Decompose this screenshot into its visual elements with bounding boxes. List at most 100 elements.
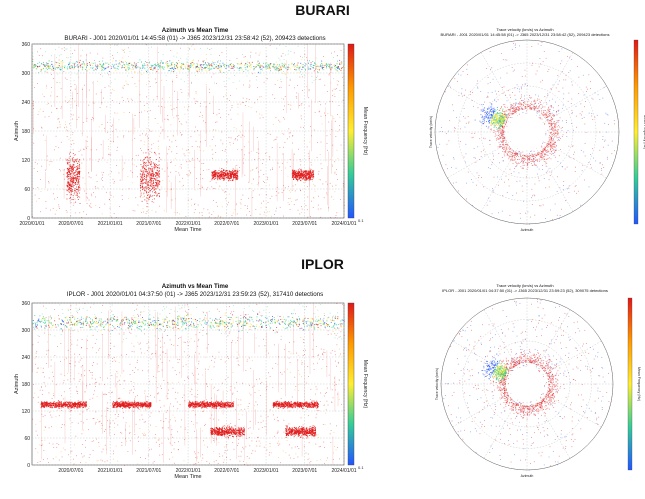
data-point [201,185,202,187]
data-point [67,185,69,186]
data-point [75,184,77,185]
data-point [113,90,115,92]
data-point [461,92,463,94]
data-point [220,67,222,69]
data-point [58,59,60,61]
data-point [169,60,171,62]
data-point [199,111,201,113]
data-point [156,183,158,185]
data-point [498,142,500,144]
data-point [292,134,294,136]
data-point [279,121,281,123]
data-point [298,105,300,106]
data-point [176,107,178,108]
data-point [252,73,254,75]
data-point [37,66,39,67]
data-point [267,202,269,203]
data-point [548,110,550,112]
data-point [194,209,196,210]
data-point [49,164,50,166]
data-point [337,55,338,57]
data-point [213,170,215,172]
data-point [153,195,155,196]
data-point [237,63,239,65]
data-point [282,66,284,68]
data-point [56,57,57,59]
data-point [201,211,203,213]
data-point [233,175,235,177]
data-point [120,60,122,62]
data-point [71,185,73,187]
data-point [318,179,320,180]
data-point [538,158,540,160]
data-point [225,174,227,176]
data-point [302,90,303,91]
data-point [123,51,125,53]
data-point [159,63,160,65]
data-point [67,170,69,172]
data-point [219,177,221,179]
data-point [41,55,43,57]
data-point [244,136,245,137]
data-point [337,66,339,68]
data-point [305,171,306,173]
data-point [246,75,248,77]
data-point [157,123,159,124]
data-point [126,83,128,85]
data-point [71,170,73,172]
data-point [156,172,157,174]
data-point [260,65,262,67]
data-point [540,104,542,105]
data-point [153,185,155,187]
data-point [214,174,216,176]
data-point [557,161,559,162]
data-point [225,170,227,171]
data-point [505,116,507,118]
data-point [200,66,202,68]
data-point [266,62,268,64]
data-point [503,116,504,118]
data-point [71,65,73,67]
data-point [37,171,39,172]
data-point [308,90,310,92]
data-point [193,212,195,214]
data-point [554,146,556,148]
data-point [288,203,290,205]
data-point [519,213,521,214]
data-point [229,144,231,146]
y-tick-label: 360 [22,42,31,48]
data-point [140,186,142,188]
data-point [222,62,224,64]
data-point [529,107,531,109]
data-point [152,183,154,185]
data-point [103,69,105,71]
data-point [552,134,553,135]
data-point [199,105,201,107]
data-point [224,150,226,152]
data-point [250,67,252,69]
data-point [300,173,302,175]
data-point [48,60,50,62]
data-point [89,64,91,66]
data-point [113,182,115,184]
data-point [75,159,77,161]
data-point [477,146,479,148]
data-point [200,65,202,67]
data-point [550,138,552,140]
scatter-title-text: Azimuth vs Mean Time [161,283,229,290]
data-point [134,114,136,116]
data-point [519,180,521,182]
data-point [72,163,74,165]
data-point [534,154,535,156]
data-point [199,103,201,104]
data-point [554,115,555,117]
data-point [231,215,233,216]
data-point [37,51,38,53]
data-point [64,68,66,69]
data-point [530,104,532,105]
data-point [151,201,153,203]
data-point [528,156,529,157]
data-point [90,149,92,151]
data-point [38,198,40,199]
data-point [322,67,324,68]
